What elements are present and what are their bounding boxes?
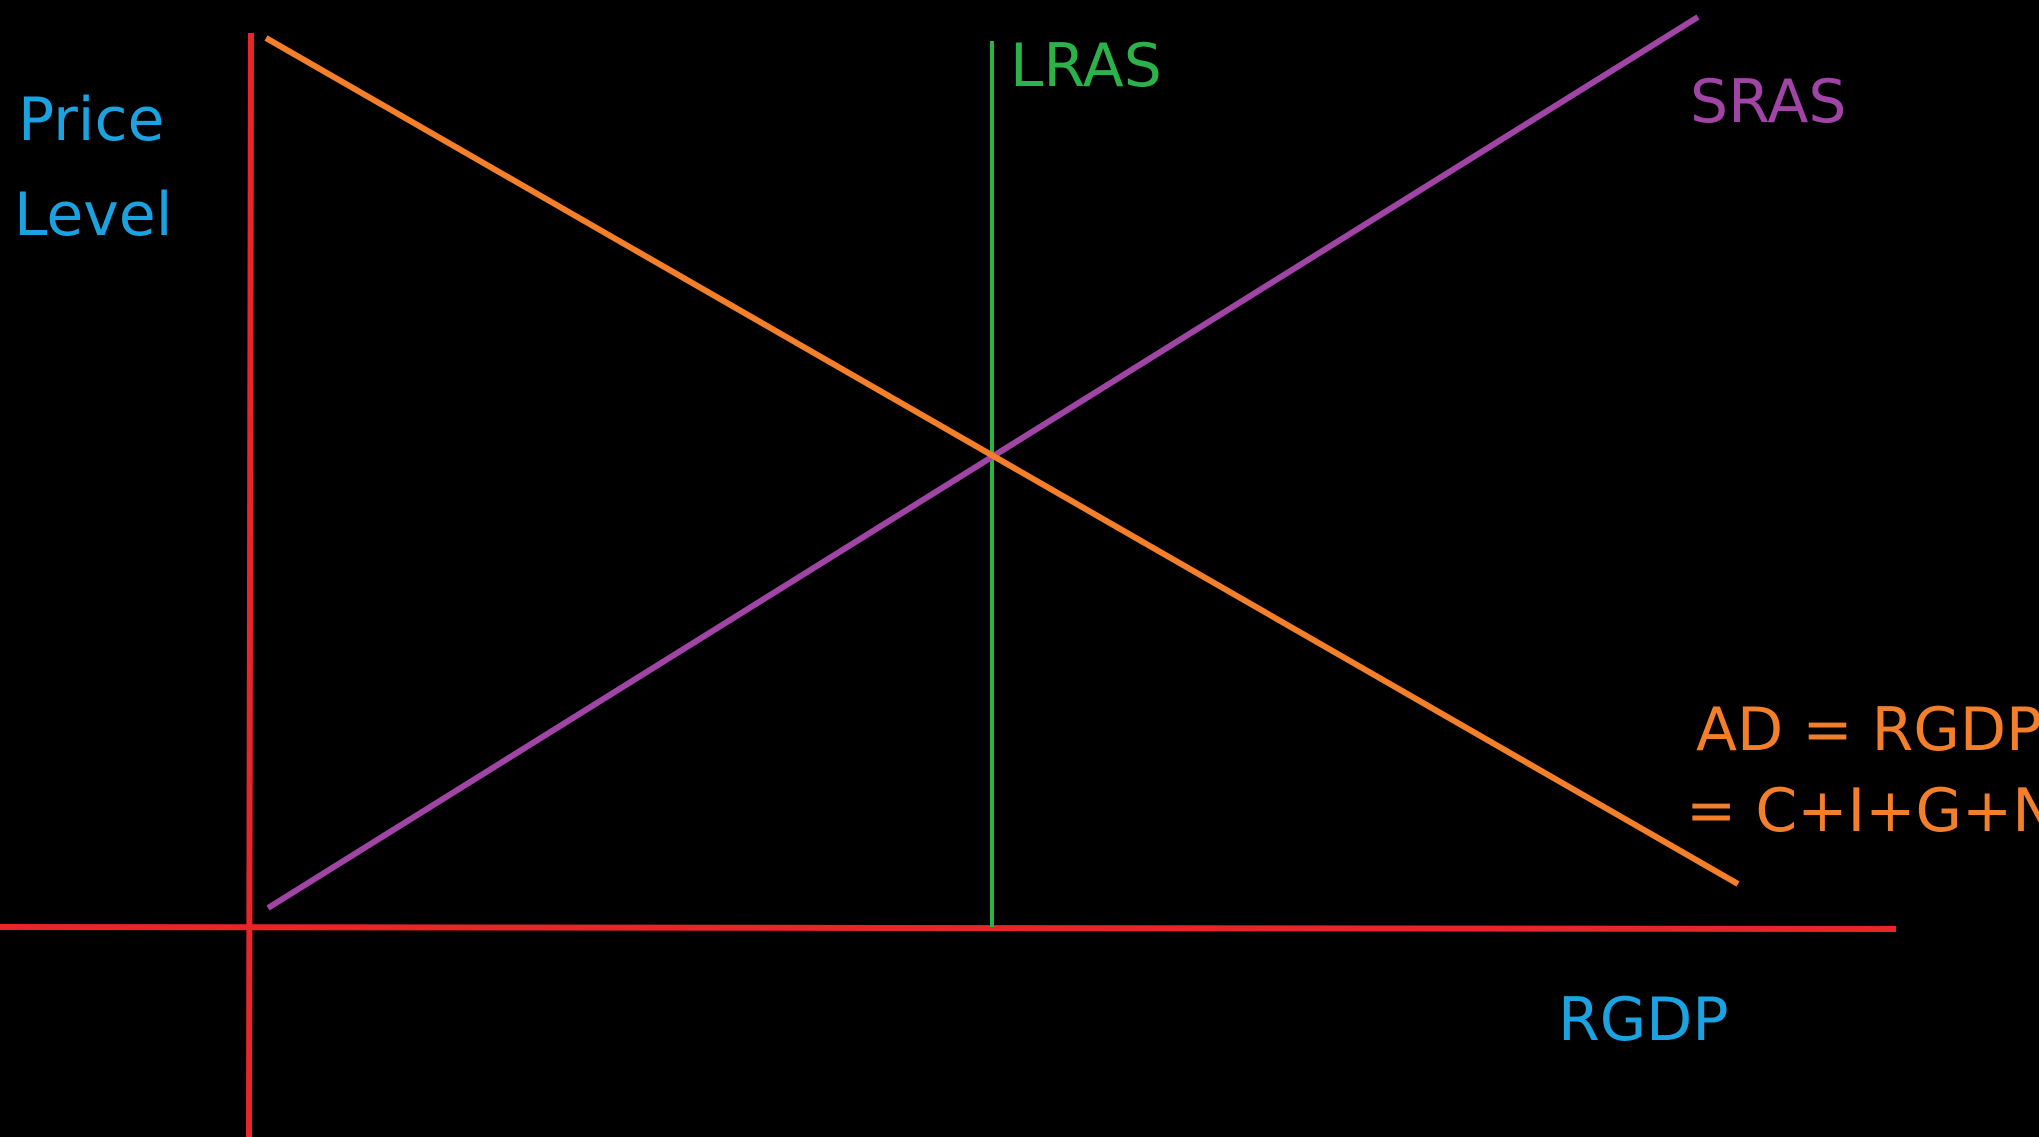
ad-label-line2: = C+I+G+Nx: [1686, 776, 2039, 846]
lras-label: LRAS: [1010, 31, 1162, 101]
x-axis-label: RGDP: [1558, 985, 1729, 1055]
sras-line: [266, 14, 1700, 911]
x-axis: [0, 924, 1897, 932]
sras-label: SRAS: [1690, 67, 1846, 137]
y-axis-label-price: Price: [18, 85, 164, 155]
y-axis: [246, 32, 254, 1137]
y-axis-label-level: Level: [14, 180, 172, 250]
ad-label-line1: AD = RGDP: [1696, 695, 2039, 765]
ad-line: [264, 35, 1740, 887]
